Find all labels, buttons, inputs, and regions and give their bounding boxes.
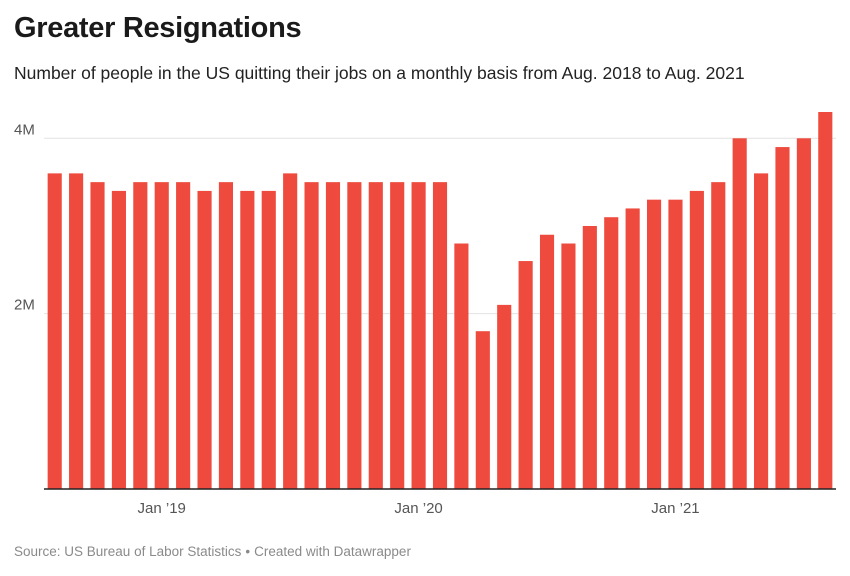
bar: [775, 147, 790, 489]
bar: [47, 173, 62, 489]
footer-separator: •: [245, 544, 251, 559]
bar: [818, 112, 833, 489]
chart-footer: Source: US Bureau of Labor Statistics • Cr…: [14, 544, 411, 559]
bar: [475, 331, 490, 489]
bar: [176, 182, 191, 489]
bar: [497, 304, 512, 489]
bar: [411, 182, 426, 489]
chart-subtitle: Number of people in the US quitting thei…: [14, 63, 745, 83]
bar: [539, 234, 555, 489]
bar-chart: 2M 4M Jan ’19 Jan ’20 Jan ’21: [14, 112, 836, 517]
bar: [133, 182, 148, 489]
x-tick-label: Jan ’21: [651, 500, 699, 517]
bar: [390, 182, 405, 489]
chart-title: Greater Resignations: [14, 12, 302, 44]
x-tick-label: Jan ’19: [138, 500, 186, 517]
bar: [432, 182, 448, 489]
bar: [154, 182, 169, 489]
bar: [668, 199, 683, 490]
x-tick-label: Jan ’20: [394, 500, 442, 517]
bar: [304, 182, 319, 489]
bar: [732, 138, 747, 490]
bar: [604, 217, 619, 489]
bar: [69, 173, 84, 489]
bar: [711, 182, 726, 489]
source-note: Source: US Bureau of Labor Statistics: [14, 544, 242, 559]
bar: [754, 173, 769, 489]
y-tick-label: 2M: [14, 297, 35, 314]
y-tick-label: 4M: [14, 121, 35, 138]
bar: [261, 190, 276, 489]
axes: 2M 4M Jan ’19 Jan ’20 Jan ’21: [14, 121, 836, 517]
bar: [454, 243, 469, 489]
bar: [90, 182, 105, 489]
bar: [368, 182, 383, 489]
bar: [197, 190, 212, 489]
bar: [218, 182, 234, 489]
bar: [561, 243, 576, 489]
bar: [582, 225, 597, 490]
bars: [47, 112, 833, 490]
bar: [240, 190, 255, 489]
bar: [625, 208, 640, 489]
bar: [347, 182, 362, 489]
bar: [646, 199, 662, 490]
bar: [689, 190, 704, 489]
credit-note: Created with Datawrapper: [254, 544, 411, 559]
bar: [518, 261, 533, 489]
bar: [283, 173, 298, 489]
bar: [325, 182, 341, 489]
bar: [796, 138, 811, 490]
bar: [111, 190, 126, 489]
